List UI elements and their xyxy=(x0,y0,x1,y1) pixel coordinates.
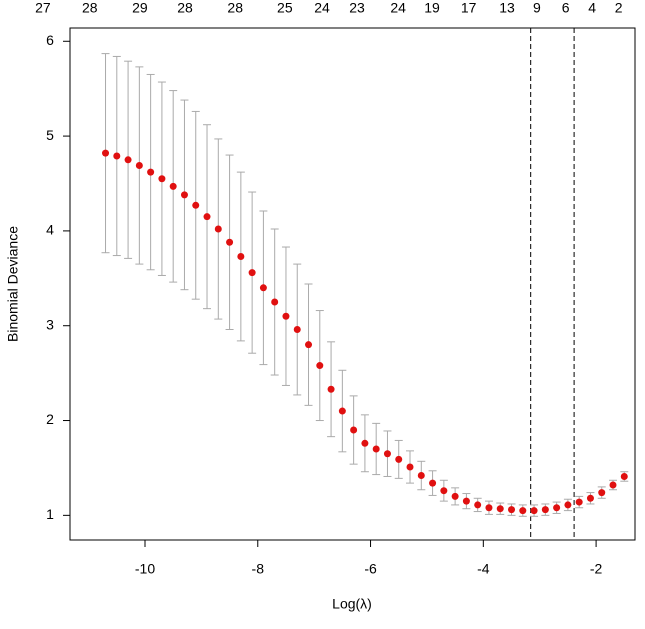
top-axis-label: 25 xyxy=(277,0,293,16)
y-tick-label: 3 xyxy=(46,316,54,332)
point xyxy=(338,407,346,415)
point xyxy=(316,362,324,370)
point xyxy=(462,497,470,505)
point xyxy=(293,326,301,334)
y-tick-label: 5 xyxy=(46,127,54,143)
y-tick-label: 6 xyxy=(46,32,54,48)
point xyxy=(305,341,313,349)
point xyxy=(271,298,279,306)
top-axis-label: 6 xyxy=(562,0,570,16)
top-axis-label: 28 xyxy=(177,0,193,16)
point xyxy=(180,191,188,199)
top-axis-label: 29 xyxy=(132,0,148,16)
top-axis-label: 24 xyxy=(390,0,406,16)
x-axis-title: Log(λ) xyxy=(332,596,372,612)
point xyxy=(519,507,527,515)
point xyxy=(609,481,617,489)
point xyxy=(417,472,425,480)
point xyxy=(395,455,403,463)
point xyxy=(372,445,380,453)
top-axis-label: 28 xyxy=(227,0,243,16)
point xyxy=(192,201,200,209)
point xyxy=(102,149,110,157)
point xyxy=(485,504,493,512)
point xyxy=(598,489,606,497)
plot-frame xyxy=(69,27,636,541)
point xyxy=(541,506,549,514)
x-tick-label: -2 xyxy=(590,561,603,577)
point xyxy=(406,463,414,471)
point xyxy=(158,175,166,183)
x-tick-label: -8 xyxy=(252,561,265,577)
point xyxy=(226,238,234,246)
point xyxy=(361,439,369,447)
top-axis-label: 13 xyxy=(499,0,515,16)
point xyxy=(259,284,267,292)
point xyxy=(575,498,583,506)
y-axis-title: Binomial Deviance xyxy=(5,226,21,342)
point xyxy=(383,450,391,458)
x-tick-label: -10 xyxy=(135,561,155,577)
point xyxy=(282,312,290,320)
point xyxy=(451,492,459,500)
point xyxy=(440,487,448,495)
point xyxy=(237,253,245,261)
y-tick-label: 1 xyxy=(46,506,54,522)
y-tick-label: 2 xyxy=(46,411,54,427)
point xyxy=(214,225,222,233)
point xyxy=(474,501,482,509)
top-axis-label: 4 xyxy=(588,0,596,16)
point xyxy=(113,152,121,160)
top-axis-label: 19 xyxy=(424,0,440,16)
point xyxy=(327,385,335,393)
point xyxy=(586,494,594,502)
point xyxy=(147,168,155,176)
top-axis-label: 9 xyxy=(533,0,541,16)
point xyxy=(429,479,437,487)
x-tick-label: -6 xyxy=(364,561,377,577)
point xyxy=(203,213,211,221)
point xyxy=(496,505,504,513)
point xyxy=(135,161,143,169)
point xyxy=(124,156,132,164)
top-axis-label: 17 xyxy=(461,0,477,16)
top-axis-label: 24 xyxy=(314,0,330,16)
top-axis-label: 27 xyxy=(35,0,51,16)
point xyxy=(530,507,538,515)
point xyxy=(350,426,358,434)
point xyxy=(553,504,561,512)
top-axis-label: 28 xyxy=(82,0,98,16)
top-axis-label: 23 xyxy=(349,0,365,16)
point xyxy=(248,269,256,277)
point xyxy=(508,506,516,514)
y-tick-label: 4 xyxy=(46,222,54,238)
point xyxy=(620,472,628,480)
point xyxy=(564,501,572,509)
x-tick-label: -4 xyxy=(477,561,490,577)
point xyxy=(169,182,177,190)
top-axis-label: 2 xyxy=(615,0,623,16)
